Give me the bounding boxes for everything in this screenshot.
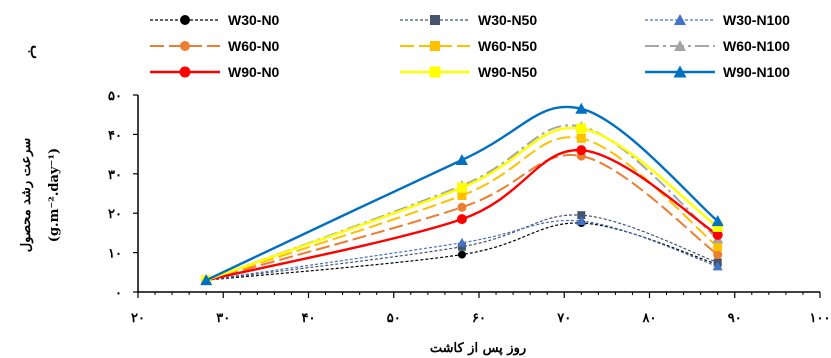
data-point <box>712 229 723 240</box>
legend-entry: W30-N0 <box>150 12 280 28</box>
data-point <box>200 274 213 286</box>
legend-marker <box>674 14 686 25</box>
series-w90-n100 <box>200 102 724 286</box>
x-tick-label: ۳۰ <box>216 311 230 326</box>
series-w30-n0 <box>202 219 722 285</box>
data-point <box>456 182 467 193</box>
x-tick-label: ۲۰ <box>131 311 145 326</box>
legend-entry: W30-N50 <box>400 12 537 28</box>
legend-entry: W90-N0 <box>150 64 280 80</box>
panel-label: ب <box>27 45 45 59</box>
data-point <box>576 133 586 143</box>
x-tick-label: ۴۰ <box>302 311 316 326</box>
y-tick-label: ۲۰ <box>108 207 122 222</box>
legend-marker <box>430 41 440 51</box>
x-tick-label: ۶۰ <box>472 311 486 326</box>
legend-label: W30-N50 <box>478 12 537 28</box>
legend-entry: W30-N100 <box>645 12 790 28</box>
data-point <box>575 102 588 114</box>
x-tick-label: ۹۰ <box>728 311 742 326</box>
legend-entry: W60-N100 <box>645 38 790 54</box>
data-point <box>576 145 587 156</box>
series-line <box>205 148 719 282</box>
y-tick-label: ۴۰ <box>108 128 122 143</box>
legend-label: W90-N50 <box>478 64 537 80</box>
legend-marker <box>673 65 687 78</box>
legend-label: W30-N100 <box>723 12 790 28</box>
x-tick-label: ۵۰ <box>387 311 401 326</box>
legend-marker <box>429 66 441 78</box>
legend-label: W60-N50 <box>478 38 537 54</box>
x-tick-label: ۸۰ <box>642 311 657 326</box>
data-point <box>712 261 723 271</box>
legend-marker <box>430 15 440 25</box>
x-axis-title: روز پس از کاشت <box>430 341 526 356</box>
data-point <box>455 154 468 166</box>
data-point <box>713 242 723 252</box>
data-point <box>711 215 724 227</box>
data-point <box>576 123 587 134</box>
series-line <box>205 136 719 282</box>
y-tick-label: ۵۰ <box>108 89 122 104</box>
plot-area <box>200 102 724 286</box>
series-line <box>206 222 718 281</box>
legend-label: W90-N0 <box>228 64 280 80</box>
series-line <box>206 219 718 281</box>
data-point <box>457 250 466 259</box>
x-tick-label: ۱۰۰ <box>810 311 831 326</box>
legend-label: W30-N0 <box>228 12 280 28</box>
legend-entry: W60-N50 <box>400 38 537 54</box>
legend-entry: W90-N100 <box>645 64 790 80</box>
data-point <box>712 221 723 232</box>
data-point <box>713 250 723 260</box>
legend-marker <box>179 66 191 78</box>
legend-entry: W60-N0 <box>150 38 280 54</box>
legend-entry: W90-N50 <box>400 64 537 80</box>
legend-marker <box>180 41 190 51</box>
legend: W30-N0 W30-N50 W30-N100 W60-N0 W60-N50 W60-N1… <box>150 12 790 80</box>
data-point <box>576 216 587 226</box>
data-point <box>457 202 467 212</box>
legend-label: W60-N0 <box>228 38 280 54</box>
axes: ۲۰ ۳۰ ۴۰ ۵۰ ۶۰ ۷۰ ۸۰ ۹۰ ۱۰۰ ۰ ۱۰ ۲۰ ۳۰ ۴۰ ۵۰ <box>108 89 830 326</box>
y-tick-label: ۱۰ <box>108 247 122 262</box>
y-tick-label: ۰ <box>115 286 122 301</box>
legend-marker <box>180 15 190 25</box>
data-point <box>457 190 467 200</box>
y-tick-label: ۳۰ <box>108 168 122 183</box>
data-point <box>456 237 467 247</box>
series-line <box>205 105 719 282</box>
y-axis-unit: (g.m⁻².day⁻¹) <box>47 148 62 242</box>
y-axis-title: سرعت رشد محصول <box>19 138 34 253</box>
data-point <box>456 214 467 225</box>
legend-label: W90-N100 <box>723 64 790 80</box>
data-point <box>577 211 586 220</box>
series-line <box>205 154 719 282</box>
series-line <box>205 126 719 282</box>
legend-marker <box>674 40 686 51</box>
x-tick-label: ۷۰ <box>556 311 571 326</box>
legend-label: W60-N100 <box>723 38 790 54</box>
